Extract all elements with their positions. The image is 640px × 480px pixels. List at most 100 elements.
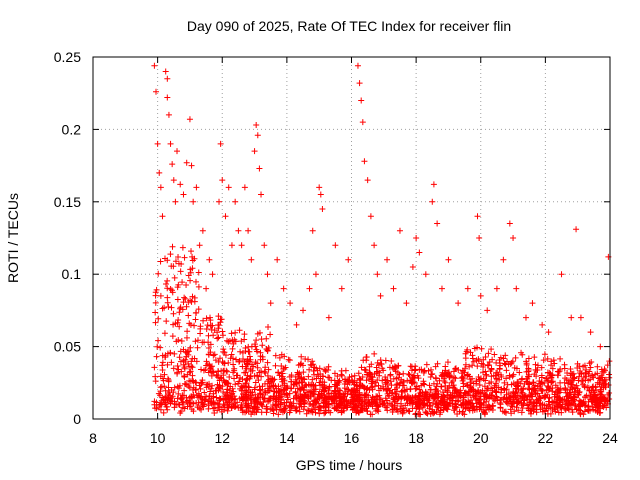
data-point	[382, 357, 389, 364]
data-point	[242, 363, 249, 370]
data-point	[534, 367, 541, 374]
data-point	[544, 355, 551, 362]
data-point	[153, 286, 160, 293]
data-point	[541, 379, 548, 386]
data-point	[239, 409, 246, 416]
data-point	[169, 398, 176, 405]
data-point	[523, 358, 530, 365]
data-point	[191, 255, 198, 262]
data-point	[258, 401, 265, 408]
data-point	[444, 359, 451, 366]
data-point	[526, 386, 533, 393]
data-point	[383, 397, 390, 404]
data-point	[304, 389, 311, 396]
data-point	[420, 394, 427, 401]
data-point	[259, 356, 266, 363]
data-point	[265, 366, 272, 373]
data-point	[224, 337, 231, 344]
data-point	[374, 377, 381, 384]
data-point	[200, 367, 207, 374]
data-point	[544, 391, 551, 398]
data-point	[459, 408, 466, 415]
data-point	[219, 328, 226, 335]
data-point	[363, 371, 370, 378]
data-point	[221, 367, 228, 374]
data-point	[373, 369, 380, 376]
data-point	[567, 372, 574, 379]
data-point	[361, 158, 368, 165]
data-point	[283, 391, 290, 398]
data-point	[190, 384, 197, 391]
data-point	[469, 362, 476, 369]
data-point	[594, 363, 601, 370]
data-point	[219, 332, 226, 339]
data-point	[432, 392, 439, 399]
data-point	[568, 384, 575, 391]
data-point	[476, 235, 483, 241]
data-point	[443, 406, 450, 413]
data-point	[374, 406, 381, 413]
data-point	[353, 409, 360, 416]
data-point	[606, 371, 613, 378]
data-point	[152, 319, 159, 326]
data-point	[316, 403, 323, 410]
data-point	[256, 387, 263, 394]
data-point	[179, 392, 186, 399]
data-point	[311, 364, 318, 371]
data-point	[165, 377, 172, 384]
data-point	[391, 363, 398, 370]
data-point	[436, 377, 443, 384]
data-point	[259, 402, 266, 409]
data-point	[347, 400, 354, 407]
data-point	[198, 406, 205, 413]
data-point	[195, 306, 202, 313]
data-point	[165, 111, 172, 118]
data-point	[494, 369, 501, 376]
data-point	[353, 382, 360, 389]
data-point	[244, 356, 251, 363]
data-point	[488, 366, 495, 373]
data-point	[280, 285, 287, 292]
data-point	[192, 309, 199, 316]
data-point	[524, 396, 531, 403]
data-point	[444, 392, 451, 399]
data-point	[216, 395, 223, 402]
data-point	[161, 371, 168, 378]
data-point	[232, 338, 239, 345]
data-point	[564, 380, 571, 387]
data-point	[180, 191, 187, 198]
data-point	[519, 389, 526, 396]
data-point	[421, 367, 428, 374]
data-point	[215, 368, 222, 375]
data-point	[420, 397, 427, 404]
data-point	[181, 254, 188, 261]
data-point	[555, 387, 562, 394]
data-point	[177, 410, 184, 417]
data-point	[531, 385, 538, 392]
data-point	[292, 389, 299, 396]
data-point	[387, 378, 394, 385]
data-point	[205, 405, 212, 412]
data-point	[164, 397, 171, 404]
data-point	[450, 368, 457, 375]
data-point	[219, 383, 226, 390]
data-point	[495, 384, 502, 391]
data-point	[598, 388, 605, 395]
data-point	[309, 358, 316, 365]
data-point	[466, 363, 473, 370]
data-point	[171, 350, 178, 357]
data-point	[181, 380, 188, 387]
data-point	[480, 356, 487, 363]
data-point	[399, 378, 406, 385]
data-point	[383, 404, 390, 411]
data-point	[333, 406, 340, 413]
data-point	[222, 352, 229, 359]
data-point	[518, 409, 525, 416]
data-point	[473, 357, 480, 364]
data-point	[183, 159, 190, 166]
data-point	[449, 394, 456, 401]
data-point	[197, 385, 204, 392]
data-point	[194, 344, 201, 351]
data-point	[175, 336, 182, 343]
data-point	[576, 369, 583, 376]
